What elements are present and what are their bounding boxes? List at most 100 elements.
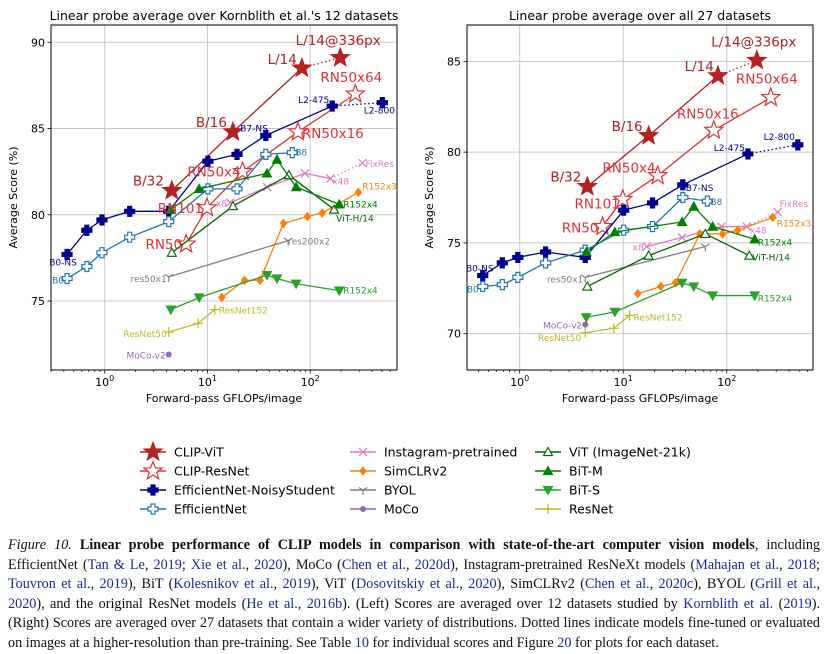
citation-link[interactable]: Chen et al. [341, 556, 406, 573]
citation-link[interactable]: 10 [354, 634, 369, 651]
data-point [165, 203, 177, 214]
point-label: ResNet152 [219, 307, 268, 317]
data-point [591, 215, 614, 236]
x-axis-label: Forward-pass GFLOPs/image [562, 392, 719, 405]
data-point [760, 86, 782, 107]
citation-link[interactable]: Grill et al. [755, 576, 817, 593]
legend-label: MoCo [384, 502, 419, 517]
citation-link[interactable]: 2019 [783, 595, 812, 612]
series-moco [165, 351, 172, 358]
series-line [276, 159, 297, 188]
data-point [96, 247, 108, 259]
chart-legend: CLIP-ViT CLIP-ResNet EfficientNet-NoisyStu… [140, 440, 691, 517]
legend-entry: BYOL [350, 483, 416, 498]
series-line [236, 134, 267, 155]
data-point [163, 216, 175, 228]
x-tick-label: 102 [717, 374, 736, 389]
plot-frame [466, 24, 814, 371]
legend-marker-icon [147, 503, 159, 515]
citation-link[interactable]: 2019 [282, 576, 311, 593]
data-point [792, 139, 804, 151]
point-label: L/14@336px [296, 33, 381, 49]
series-line [297, 93, 356, 133]
data-point [742, 148, 754, 160]
legend-marker-icon [542, 446, 554, 457]
series-line [682, 153, 749, 186]
data-point [580, 246, 592, 257]
citation-link[interactable]: 2019 [99, 576, 128, 593]
series-line [545, 249, 586, 264]
data-point [231, 183, 243, 195]
citation-link[interactable]: Chen et al. [584, 576, 650, 593]
point-label: R152x3 [362, 182, 396, 192]
data-point [358, 158, 367, 168]
data-point [637, 124, 660, 145]
series-bit-s [580, 278, 761, 323]
series-line [206, 171, 244, 209]
y-axis-label: Average Score (%) [423, 146, 436, 248]
caption-text: ). (Left) Scores are averaged over 12 da… [342, 595, 684, 612]
citation-link[interactable]: 2020 [8, 595, 37, 612]
point-label: L/14 [268, 52, 297, 68]
series-line [586, 135, 650, 188]
point-label: R152x4 [758, 295, 793, 305]
series-line [198, 172, 268, 190]
citation-link[interactable]: Touvron et al. [8, 576, 91, 593]
data-point [333, 286, 345, 297]
citation-link[interactable]: 2020d [414, 556, 451, 573]
citation-link[interactable]: 2020 [468, 576, 497, 593]
data-point [165, 351, 172, 358]
data-point [582, 321, 589, 328]
chart-title: Linear probe average over all 27 dataset… [509, 8, 771, 23]
series-line [652, 197, 684, 228]
citation-link[interactable]: Kolesnikov et al. [173, 576, 274, 593]
citation-link[interactable]: Tan & Le [87, 556, 145, 573]
citation-link[interactable]: Dosovitskiy et al. [356, 576, 460, 593]
data-point [707, 291, 719, 302]
caption-text: for plots for each dataset. [571, 634, 719, 651]
point-label: B/32 [133, 174, 164, 190]
point-label: R152x4 [343, 287, 378, 297]
point-label: RN50x16 [302, 126, 364, 142]
citation-link[interactable]: Xie et al. [190, 556, 246, 573]
data-point [193, 293, 205, 304]
y-tick-label: 75 [31, 295, 45, 308]
data-point [646, 197, 659, 209]
point-label: x48 [750, 227, 767, 237]
point-label: RN50 [145, 237, 182, 253]
legend-entry: ViT (ImageNet-21k) [535, 445, 691, 460]
point-label: RN50x16 [677, 106, 739, 122]
data-point [612, 188, 634, 209]
data-point [286, 147, 298, 159]
citation-link[interactable]: He et al. [246, 595, 298, 612]
series-line [265, 105, 333, 136]
x-tick-label: 100 [510, 374, 529, 389]
caption-text: , [273, 576, 283, 593]
citation-link[interactable]: Kornblith et al. [683, 595, 774, 612]
series-moco [582, 321, 589, 328]
point-label: res50x1 [547, 275, 583, 285]
data-point [344, 82, 366, 104]
point-label: R152x3 [777, 219, 811, 229]
citation-link[interactable]: 2018 [787, 556, 817, 573]
data-point [580, 274, 590, 283]
series-line [129, 221, 169, 238]
point-label: RN50x4 [602, 161, 655, 177]
legend-marker-icon [542, 485, 554, 496]
series-line [584, 209, 625, 258]
series-efficientnet-noisystudent [477, 139, 804, 282]
data-point [746, 49, 768, 70]
citation-link[interactable]: 2020 [254, 556, 283, 573]
point-label: FixRes [365, 160, 394, 170]
series-resnet [580, 310, 635, 338]
data-point [707, 220, 719, 231]
citation-link[interactable]: 2020c [658, 576, 694, 593]
data-point [688, 200, 700, 211]
citation-link[interactable]: Mahajan et al. [695, 556, 780, 573]
citation-link[interactable]: 20 [557, 634, 572, 651]
legend-label: CLIP-ViT [174, 445, 224, 460]
series-clip-vit [576, 49, 768, 196]
citation-link[interactable]: 2016b [306, 595, 343, 612]
data-point [700, 243, 710, 252]
citation-link[interactable]: 2019 [153, 556, 182, 573]
